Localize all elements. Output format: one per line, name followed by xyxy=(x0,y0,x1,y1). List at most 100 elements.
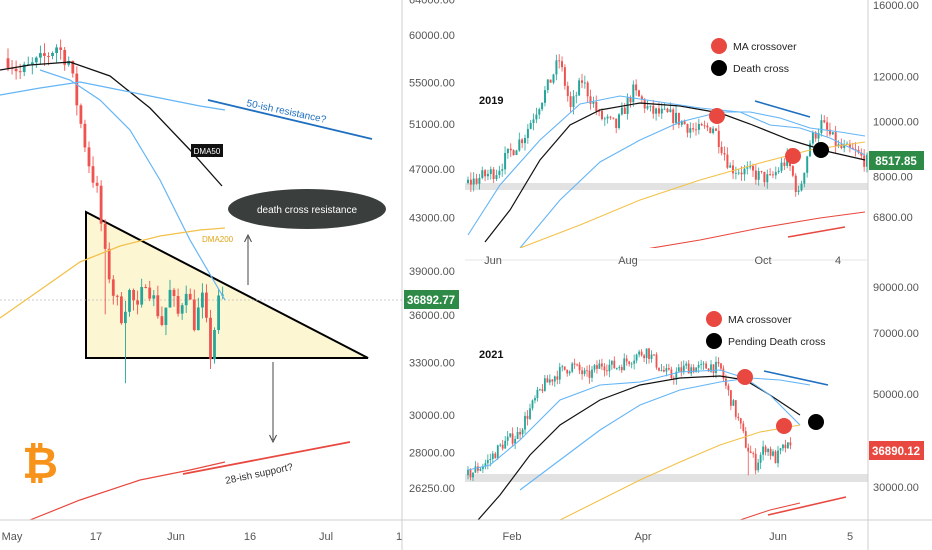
dma200-label-text: DMA200 xyxy=(202,235,234,244)
panel-2019-candle-body xyxy=(606,116,609,119)
main-candle-body xyxy=(156,295,160,317)
panel-2019-y-tick-label: 8000.00 xyxy=(873,172,913,184)
main-candle-body xyxy=(217,295,220,330)
panel-2019-candle-body xyxy=(769,174,772,175)
panel-2021-candle-body xyxy=(769,448,772,456)
support-trendline xyxy=(182,441,351,475)
panel-2019-candle-body xyxy=(612,117,615,119)
main-candle-body xyxy=(47,55,50,57)
panel-2021-candle-body xyxy=(663,370,665,372)
panel-2021-candle-body xyxy=(544,378,546,391)
panel-2021-candle-body xyxy=(519,432,521,435)
main-candle-body xyxy=(115,295,119,297)
panel-2019-candle-body xyxy=(626,97,629,114)
panel-2019-candle-body xyxy=(504,153,507,170)
main-candle-body xyxy=(172,289,176,296)
panel-2021-candle-body xyxy=(752,453,755,454)
panel-2019-candle-body xyxy=(501,169,504,171)
panel-2019-support-line xyxy=(787,226,846,238)
panel-2021-candle-body xyxy=(615,368,618,369)
panel-2019-candle-body xyxy=(638,90,640,97)
panel-2019-ma50-line xyxy=(484,102,866,243)
panel-2019-candle-body xyxy=(729,165,732,168)
panel-2019-candle-body xyxy=(863,155,866,167)
legend-pending-death-cross-dot xyxy=(706,333,722,349)
panel-2021-candle-body xyxy=(613,360,616,369)
panel-2019-candle-body xyxy=(552,74,555,83)
panel-2021-candle-body xyxy=(553,376,556,382)
main-candle-body xyxy=(128,290,131,312)
panel-2021-candle-body xyxy=(747,447,750,452)
panel-2021-candle-body xyxy=(737,416,740,419)
panel-2021-candle-body xyxy=(534,398,536,401)
panel-2019-candle-body xyxy=(538,109,541,115)
panel-2019-candle-body xyxy=(635,84,638,91)
panel-2019-candle-body xyxy=(712,128,715,133)
main-candle-body xyxy=(87,147,91,167)
main-candle-body xyxy=(14,68,18,72)
panel-2019-candle-body xyxy=(814,132,817,139)
panel-2019-candle-body xyxy=(592,101,595,104)
panel-2021-candle-body xyxy=(588,370,591,378)
main-x-tick-label: 16 xyxy=(244,531,256,543)
panel-2019-candle-body xyxy=(609,116,612,118)
panel-2021-candle-body xyxy=(608,364,611,372)
panel-2019-legend: MA crossover Death cross xyxy=(711,38,797,76)
main-candle-body xyxy=(95,182,99,186)
panel-2019-candle-body xyxy=(601,111,603,120)
panel-2019-candle-body xyxy=(478,178,481,184)
panel-2021-candle-body xyxy=(668,368,670,370)
main-candle-body xyxy=(213,330,216,360)
panel-2021-y-tick-label: 30000.00 xyxy=(873,482,919,494)
panel-2021-candle-body xyxy=(474,466,477,473)
main-candle-body xyxy=(103,223,107,249)
panel-2019-candle-body xyxy=(535,114,538,120)
panel-2021-candle-body xyxy=(787,442,789,449)
main-y-tick-label: 43000.00 xyxy=(409,213,455,225)
panel-2021-candle-body xyxy=(712,364,715,373)
bitcoin-icon: ₿ xyxy=(22,438,58,489)
panel-2021-legend: MA crossover Pending Death cross xyxy=(706,311,825,349)
panel-2019-candle-body xyxy=(586,82,589,97)
panel-2021-candle-body xyxy=(630,363,633,365)
panel-2019-candle-body xyxy=(700,123,703,126)
panel-2019-x-tick-label: Jun xyxy=(484,255,502,267)
panel-2021-ma50-line xyxy=(477,375,801,520)
panel-2021-candle-body xyxy=(472,472,474,478)
panel-2021-candle-body xyxy=(521,429,524,435)
panel-2019-candle-body xyxy=(581,80,583,83)
panel-2019-candle-body xyxy=(763,171,766,183)
panel-2021-y-tick-label: 90000.00 xyxy=(873,282,919,294)
panel-2019-candle-body xyxy=(746,167,749,169)
panel-2021-candle-body xyxy=(660,370,663,371)
panel-2021-candle-body xyxy=(601,363,603,367)
main-price-text: 36892.77 xyxy=(407,295,455,307)
panel-2019-candle-body xyxy=(757,171,760,180)
main-y-tick-label: 28000.00 xyxy=(409,448,455,460)
main-candle-body xyxy=(140,287,144,305)
main-candle-body xyxy=(79,105,83,124)
panel-2021-candle-body xyxy=(710,364,712,372)
panel-2019-candle-body xyxy=(575,95,578,97)
panel-2021-candle-body xyxy=(643,355,645,359)
panel-2019-candle-body xyxy=(803,172,806,184)
dma200-label: DMA200 xyxy=(202,235,234,244)
main-x-tick-label: 1 xyxy=(396,531,402,543)
panel-2019-candle-body xyxy=(840,144,843,148)
panel-2019-candle-body xyxy=(723,153,726,155)
panel-2019-ma-crossover-marker xyxy=(709,108,725,124)
panel-2019-candle-body xyxy=(848,143,851,148)
main-x-tick-label: Jun xyxy=(167,531,185,543)
panel-2021-candle-body xyxy=(571,363,574,372)
panel-2021-candle-body xyxy=(628,361,631,364)
panel-2019-y-tick-label: 6800.00 xyxy=(873,212,913,224)
panel-2019-candle-body xyxy=(826,122,829,130)
panel-2019-candle-body xyxy=(737,172,740,174)
panel-2019-candle-body xyxy=(860,152,863,156)
panel-2021-candle-body xyxy=(573,363,576,365)
panel-2019-candle-body xyxy=(715,128,717,131)
main-candle-body xyxy=(209,317,212,360)
panel-2021-candle-body xyxy=(531,400,534,409)
panel-2019-candle-body xyxy=(646,106,649,109)
